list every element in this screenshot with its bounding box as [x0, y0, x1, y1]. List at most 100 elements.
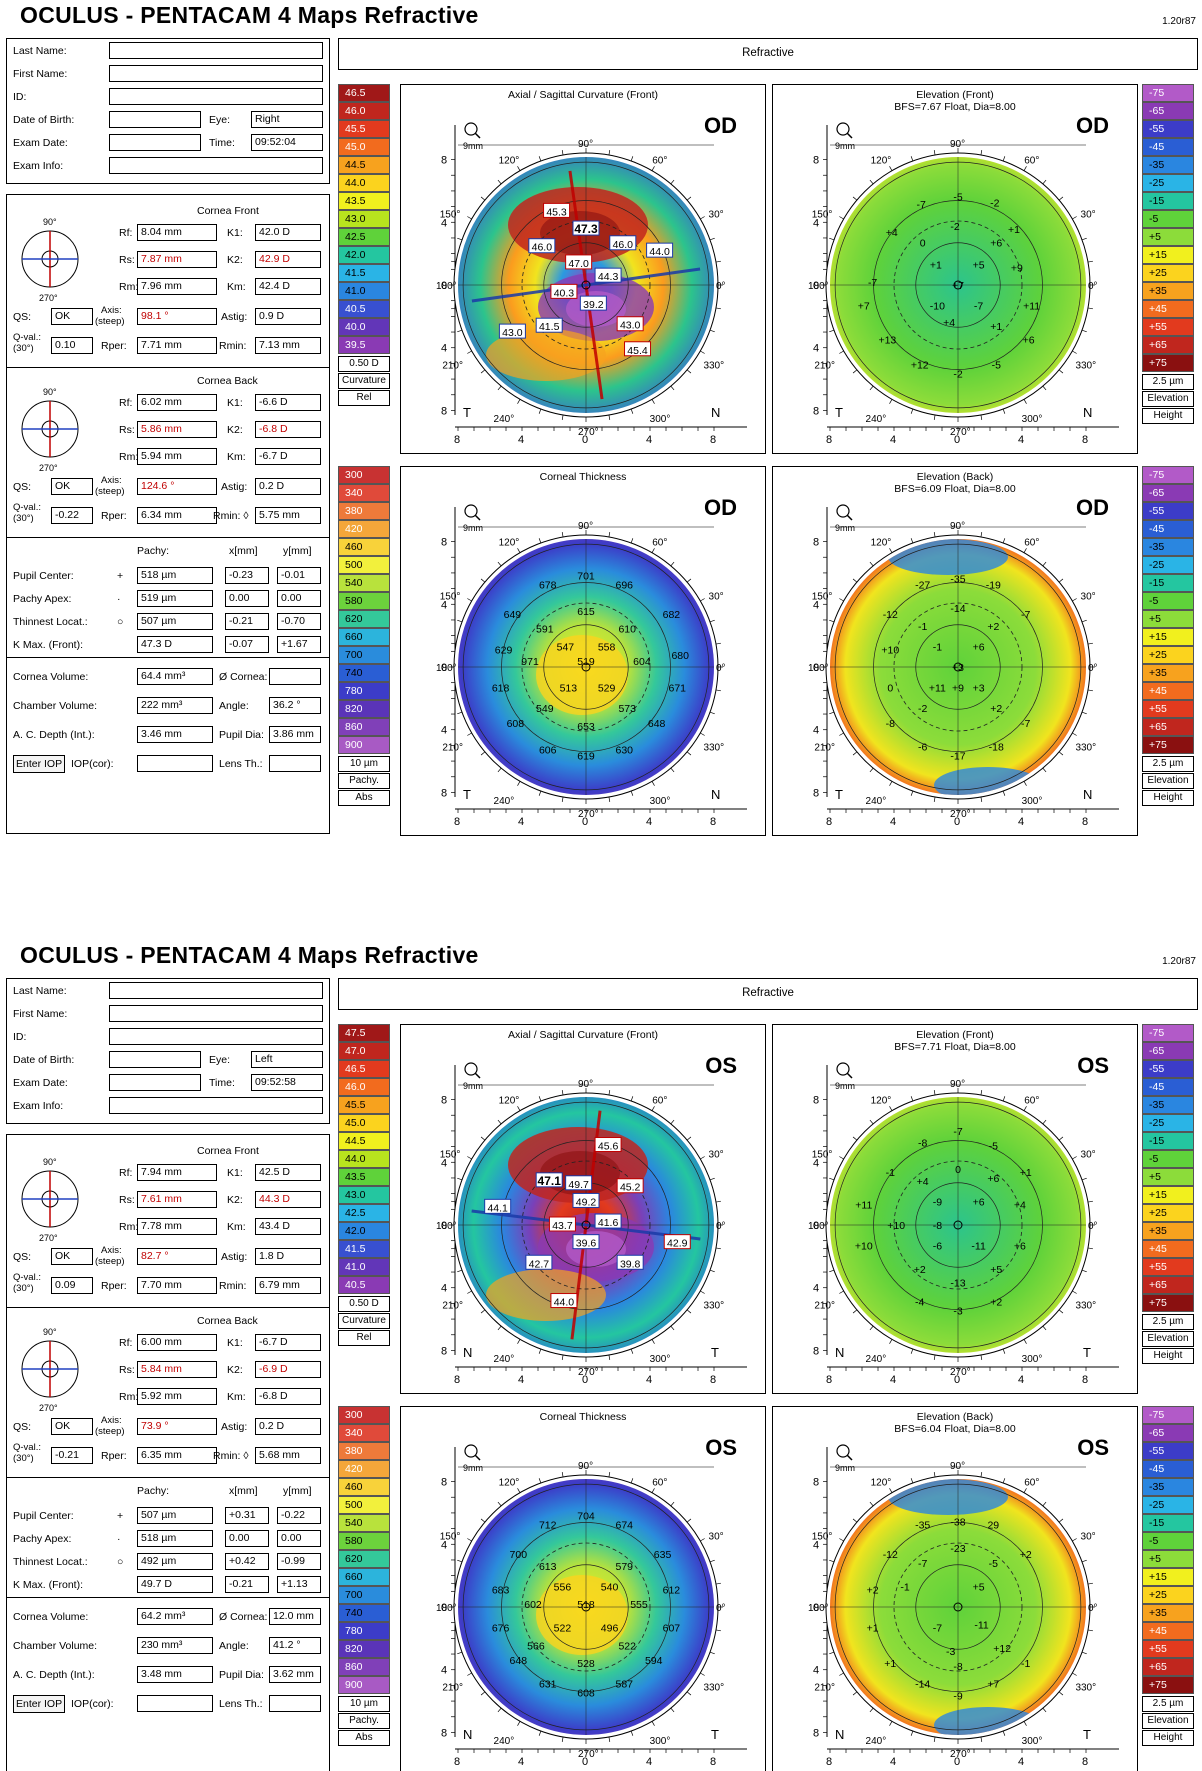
elevation-front-map[interactable]: Elevation (Front) BFS=7.71 Float, Dia=8.0…: [772, 1024, 1138, 1394]
thickness-value-label: 648: [648, 718, 666, 730]
elev_front-value-label: -7: [868, 277, 877, 289]
elev_front-value-label: +13: [878, 334, 896, 346]
elev_back-value-label: -5: [989, 1558, 998, 1570]
svg-text:150°: 150°: [812, 1531, 833, 1542]
elev_back-map-graphic[interactable]: 8 8 4 4 0 0 4 4 8 8 90° 120° 60° 150° 30° 180° 0° 210° 330…: [773, 467, 1139, 837]
elev_back-value-label: +10: [881, 644, 899, 656]
report-right-eye: OCULUS - PENTACAM 4 Maps Refractive 1.20…: [0, 0, 1202, 860]
front-qval-label: Q-val.:: [13, 332, 41, 343]
elev_front-value-label: +1: [1008, 224, 1020, 236]
pachy-scale-label1: Pachy.: [338, 773, 390, 789]
first-name-field[interactable]: [109, 65, 323, 82]
elevation-back-scale-step: +45: [1142, 1622, 1194, 1640]
back-k2-label: K2:: [227, 424, 243, 436]
curvature-scale-step: 42.5: [338, 228, 390, 246]
thickness-value-label: 555: [630, 1599, 648, 1611]
svg-text:90°: 90°: [578, 1079, 593, 1090]
svg-text:300°: 300°: [650, 796, 671, 807]
first-name-field[interactable]: [109, 1005, 323, 1022]
elev_front-map-graphic[interactable]: 8 8 4 4 0 0 4 4 8 8 90° 120° 60° 150° 30° 180° 0° 210° 330…: [773, 1025, 1139, 1395]
thickness-value-label: 519: [577, 656, 595, 668]
time-field[interactable]: 09:52:04: [251, 134, 323, 151]
angle-value: 36.2 °: [269, 697, 321, 714]
elev_back-map-graphic[interactable]: 8 8 4 4 0 0 4 4 8 8 90° 120° 60° 150° 30° 180° 0° 210° 330…: [773, 1407, 1139, 1771]
exam-date-field[interactable]: [109, 134, 201, 151]
svg-text:240°: 240°: [494, 1354, 515, 1365]
elev_back-value-label: -7: [1021, 609, 1030, 621]
enter-iop-button[interactable]: Enter IOP: [13, 1695, 66, 1713]
svg-text:8: 8: [813, 787, 819, 799]
thickness-value-label: 528: [577, 1658, 595, 1670]
back-km-value: -6.7 D: [255, 448, 321, 465]
last-name-field[interactable]: [109, 42, 323, 59]
elevation-front-map[interactable]: Elevation (Front) BFS=7.67 Float, Dia=8.0…: [772, 84, 1138, 454]
exam-info-field[interactable]: [109, 1097, 323, 1114]
thickness-map-graphic[interactable]: 8 8 4 4 0 0 4 4 8 8 90° 120° 60° 150° 30° 180° 0° 210° 330…: [401, 1407, 767, 1771]
svg-text:90°: 90°: [950, 139, 965, 150]
exam-date-field[interactable]: [109, 1074, 201, 1091]
pachy-row-symbol: ○: [117, 1556, 124, 1568]
dob-field[interactable]: [109, 1051, 201, 1068]
pachy-scale-step: 10 µm: [338, 756, 390, 772]
exam-info-field[interactable]: [109, 157, 323, 174]
svg-text:150°: 150°: [812, 209, 833, 220]
svg-text:8: 8: [1082, 1756, 1088, 1768]
iop-cor-value[interactable]: [137, 1695, 213, 1712]
pachy-scale-step: 820: [338, 700, 390, 718]
elev_front-value-label: -11: [971, 1241, 986, 1253]
enter-iop-button[interactable]: Enter IOP: [13, 755, 66, 773]
elevation-back-map[interactable]: Elevation (Back) BFS=6.04 Float, Dia=8.00…: [772, 1406, 1138, 1771]
front-rper-value: 7.71 mm: [137, 337, 217, 354]
elev_back-value-label: -1: [1021, 1658, 1030, 1670]
elev_front-value-label: +2: [990, 1297, 1002, 1309]
cornea-diameter-label: Ø Cornea:: [219, 1611, 268, 1623]
svg-text:240°: 240°: [866, 1354, 887, 1365]
axial-map-graphic[interactable]: 8 8 4 4 0 0 4 4 8 8 90° 120° 60° 150° 30° 180° 0° 210° 330…: [401, 85, 767, 455]
pachy-row-label: Pupil Center:: [13, 1510, 74, 1522]
last-name-field[interactable]: [109, 982, 323, 999]
svg-text:4: 4: [813, 1283, 819, 1295]
axial-map-graphic[interactable]: 8 8 4 4 0 0 4 4 8 8 90° 120° 60° 150° 30° 180° 0° 210° 330…: [401, 1025, 767, 1395]
lens-thickness-label: Lens Th.:: [219, 1698, 263, 1710]
eye-field[interactable]: Left: [251, 1051, 323, 1068]
elevation-front-scale-step: -35: [1142, 1096, 1194, 1114]
back-rper-label: Rper:: [101, 510, 127, 522]
back-rm-label: Rm:: [119, 451, 139, 463]
iop-cor-value[interactable]: [137, 755, 213, 772]
elev_back-value-label: +1: [884, 1658, 896, 1670]
elevation-front-scale-step: -65: [1142, 102, 1194, 120]
elevation-back-map[interactable]: Elevation (Back) BFS=6.09 Float, Dia=8.00…: [772, 466, 1138, 836]
axial-value-label: 46.0: [532, 242, 553, 254]
elev_back-value-label: +3: [952, 662, 964, 674]
back-k1-value: -6.6 D: [255, 394, 321, 411]
dob-field[interactable]: [109, 111, 201, 128]
elev_front-map-graphic[interactable]: 8 8 4 4 0 0 4 4 8 8 90° 120° 60° 150° 30° 180° 0° 210° 330…: [773, 85, 1139, 455]
refractive-title: Refractive: [742, 47, 794, 59]
corneal-thickness-map[interactable]: Corneal Thickness OS 8 8 4 4 0 0 4 4 8 8 90° 120° 60° 1…: [400, 1406, 766, 1771]
svg-text:0: 0: [954, 434, 960, 446]
curvature-scale-step: 46.5: [338, 1060, 390, 1078]
time-field[interactable]: 09:52:58: [251, 1074, 323, 1091]
thickness-value-label: 676: [492, 1623, 510, 1635]
pachy-col-header: Pachy:: [137, 1485, 170, 1497]
pachy-row-label: Pachy Apex:: [13, 1533, 72, 1545]
svg-text:4: 4: [813, 599, 819, 611]
svg-text:150°: 150°: [440, 1149, 461, 1160]
svg-text:300°: 300°: [1022, 414, 1043, 425]
axial-curvature-map[interactable]: Axial / Sagittal Curvature (Front) OS 8 8 4 4…: [400, 1024, 766, 1394]
id-field[interactable]: [109, 1028, 323, 1045]
elev_back-value-label: -6: [918, 741, 927, 753]
svg-text:8: 8: [826, 434, 832, 446]
svg-text:270°: 270°: [39, 1403, 58, 1413]
axial-curvature-map[interactable]: Axial / Sagittal Curvature (Front) OD 8 8 4 4…: [400, 84, 766, 454]
elevation-back-scale-step: -25: [1142, 556, 1194, 574]
elevation-front-scale-step: +15: [1142, 246, 1194, 264]
corneal-thickness-map[interactable]: Corneal Thickness OD 8 8 4 4 0 0 4 4 8 8 90° 120° 60° 1…: [400, 466, 766, 836]
elevation-back-scale-step: -55: [1142, 1442, 1194, 1460]
back-axis-sublabel: (steep): [95, 486, 125, 497]
id-field[interactable]: [109, 88, 323, 105]
nasal-temporal-right: T: [1083, 1345, 1091, 1360]
thickness-map-graphic[interactable]: 8 8 4 4 0 0 4 4 8 8 90° 120° 60° 150° 30° 180° 0° 210° 330…: [401, 467, 767, 837]
pupil-dia-label: Pupil Dia:: [219, 729, 264, 741]
eye-field[interactable]: Right: [251, 111, 323, 128]
